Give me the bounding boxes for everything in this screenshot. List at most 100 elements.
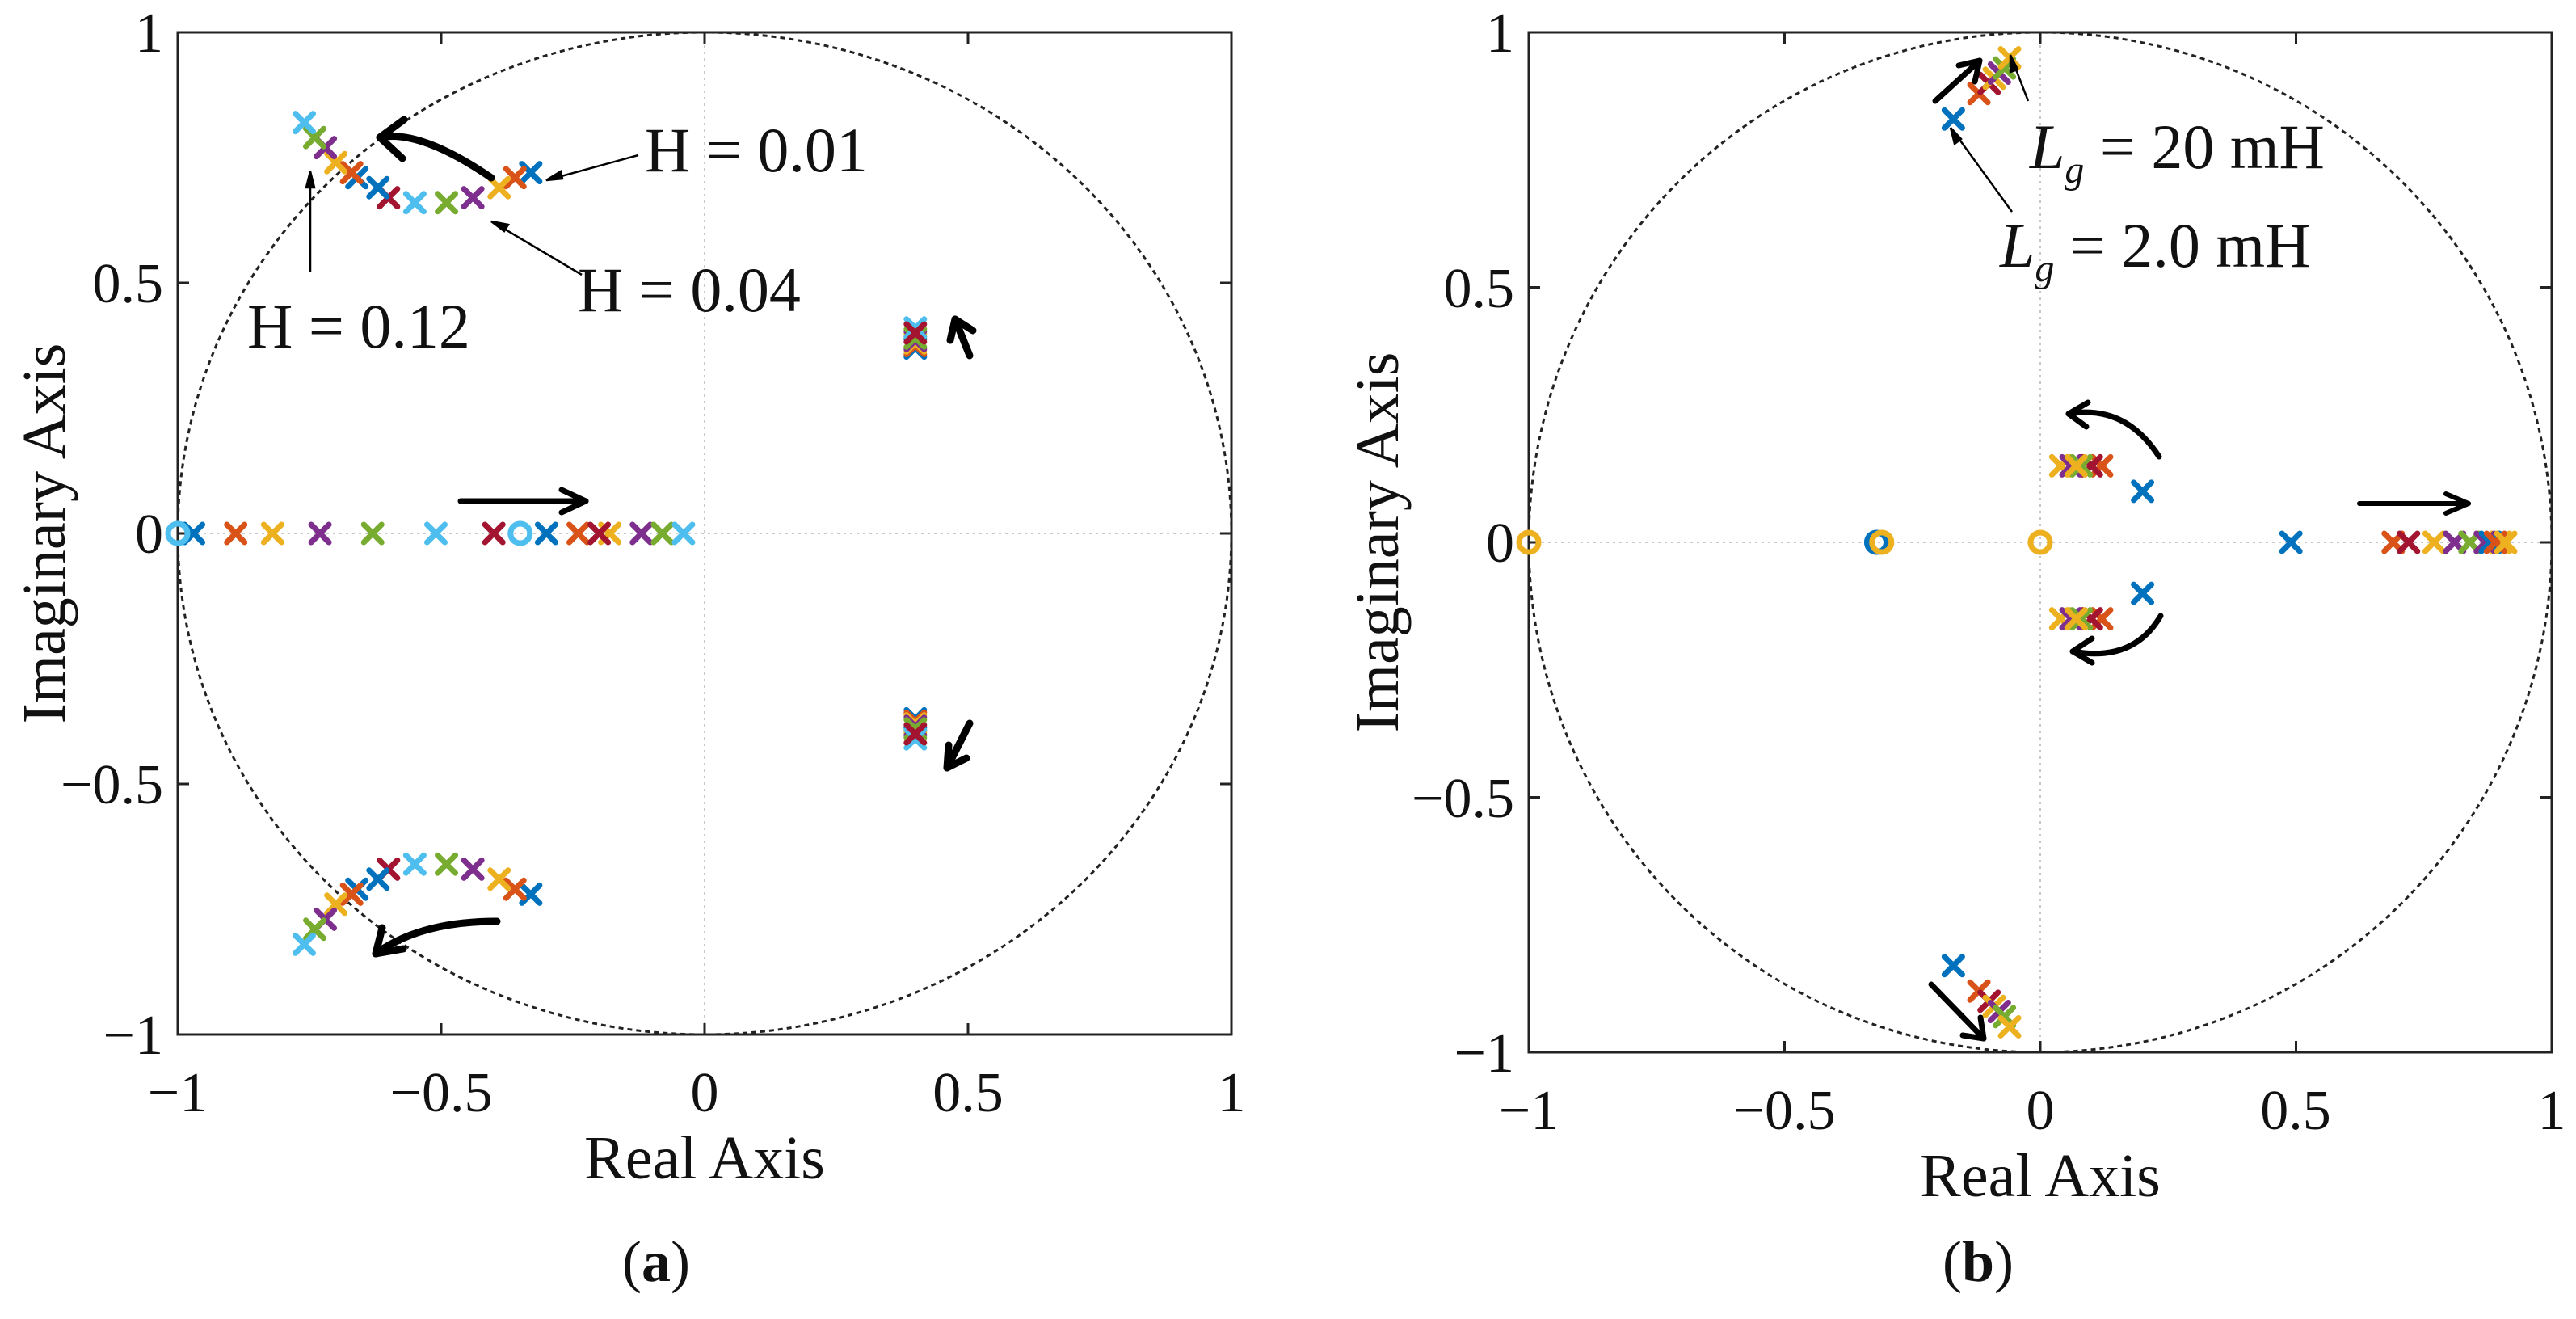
y-tick-label: −0.5 [1412,768,1514,830]
pole-marker [435,852,459,876]
lg-value: = 2.0 mH [2054,210,2310,280]
lg-subscript: g [2035,247,2054,290]
lg-subscript: g [2065,149,2084,192]
pole-marker [461,857,485,881]
arrowhead-icon [376,116,408,162]
pole-zero-marks-a [165,111,928,956]
pole-marker [503,877,527,901]
lg-symbol: L [1999,210,2035,280]
grid-a [178,32,1231,1035]
pole-zero-marks-b [1516,46,2518,1039]
annotation-h-0-12: H = 0.12 [247,291,470,361]
pole-marker [487,175,511,200]
pointer-arrowhead-icon [305,171,316,189]
annotation-pointers-a [305,154,639,276]
y-axis-label-a: Imaginary Axis [11,343,78,724]
panel-letter-b: b [1962,1229,1994,1294]
grid-b [1529,32,2552,1052]
lg-symbol: L [2029,112,2065,182]
x-tick-label: 1 [1218,1062,1246,1124]
ticks-b [1527,31,2553,1054]
pole-marker [308,521,332,546]
annotation-h-0-01: H = 0.01 [645,115,868,185]
up-arrow-icon [951,315,974,360]
arrowhead-icon [1955,57,1983,85]
pointer-arrowhead-icon [545,170,564,182]
pole-marker [2069,607,2094,631]
pointer-arrowhead-icon [2009,54,2019,74]
annotation-lg-20mh: Lg = 20 mH [2029,112,2325,192]
trend-arrows-b [1928,57,2471,1042]
pole-marker [1941,954,1965,978]
zero-marker [165,520,191,546]
down-right-arrow-icon [1928,981,1987,1042]
x-tick-label: 0 [2027,1080,2055,1142]
pole-marker [402,191,427,215]
pole-marker [629,521,654,546]
pole-marker [360,521,385,546]
pole-marker [903,316,928,340]
y-tick-label: 0.5 [1444,258,1515,320]
y-tick-label: −0.5 [61,754,163,816]
pole-marker [366,175,390,200]
panel-caption-b: (b) [1943,1229,2014,1294]
arrowhead-icon [2069,635,2095,666]
curved-arrow-icon [2065,409,2162,460]
curved-arrow-icon [2069,613,2164,657]
x-tick-label: 0.5 [2260,1080,2331,1142]
pointer-arrowhead-icon [1949,127,1963,146]
pole-marker [423,521,448,546]
pole-marker [1941,107,1965,131]
y-tick-label: 0 [135,504,163,566]
pointer-line [494,221,583,276]
y-tick-label: 1 [135,2,163,65]
pole-marker [903,727,928,751]
pole-marker [587,521,612,546]
arrowhead-icon [2065,399,2091,430]
pole-marker [650,521,675,546]
pole-marker [2494,530,2518,554]
x-tick-label: −1 [148,1062,208,1124]
x-tick-label: −1 [1499,1080,1559,1142]
pole-marker [2064,607,2088,631]
pole-marker [402,852,427,876]
pole-marker [2131,581,2155,605]
annotation-lg-2mh: Lg = 2.0 mH [1999,210,2310,290]
pole-marker [435,191,459,215]
x-tick-label: 1 [2538,1080,2566,1142]
pole-marker [303,125,327,150]
tick-labels-a: −1 −0.5 0 0.5 1 1 0.5 0 −0.5 −1 [61,2,1245,1124]
pole-marker [534,521,558,546]
pole-marker [2279,530,2303,554]
x-axis-label-a: Real Axis [584,1124,825,1192]
curved-arrow-icon [376,133,495,182]
pole-marker [482,521,506,546]
zero-marker [2027,529,2053,555]
tick-labels-b: −1 −0.5 0 0.5 1 1 0.5 0 −0.5 −1 [1412,2,2565,1142]
y-tick-label: 0 [1486,512,1514,575]
pole-marker [487,867,511,891]
pole-marker [2064,453,2088,478]
x-tick-label: 0.5 [932,1062,1004,1124]
pole-marker [339,882,364,906]
pointer-line [549,154,639,181]
lg-value: = 20 mH [2084,112,2325,182]
pole-marker [324,150,348,175]
up-right-arrow-icon [1932,57,1983,104]
pole-marker [503,166,527,190]
zero-marker [1516,529,1542,555]
y-axis-label-b: Imaginary Axis [1344,352,1412,733]
curved-arrow-icon [372,917,501,958]
pole-marker [903,722,928,746]
arrowhead-icon [372,924,407,958]
x-tick-label: 0 [691,1062,719,1124]
arrowhead-icon [1959,1014,1987,1042]
pole-marker [224,521,248,546]
pole-marker [303,917,327,942]
pointer-arrowhead-icon [490,220,511,233]
x-axis-label-b: Real Axis [1920,1142,2161,1210]
trend-arrows-a [372,116,977,958]
y-tick-label: −1 [103,1005,163,1067]
ticks-a [176,31,1233,1036]
pointer-line [1952,131,2014,213]
